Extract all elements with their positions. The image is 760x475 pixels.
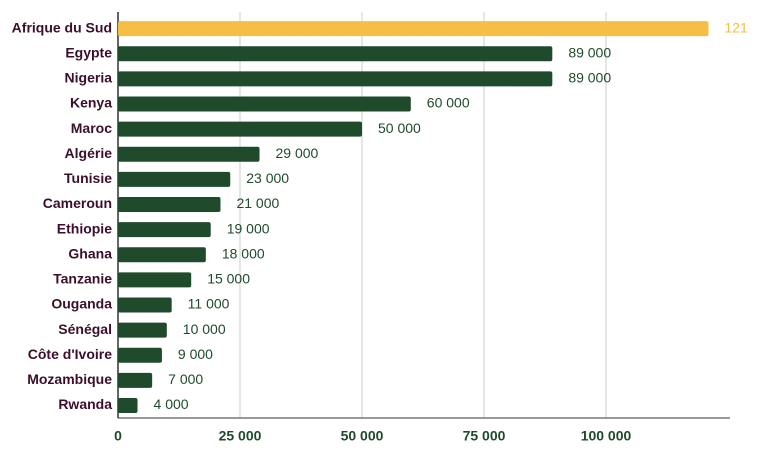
- data-label: 18 000: [222, 245, 265, 261]
- bar: [118, 46, 553, 62]
- y-tick-label: Cameroun: [43, 195, 112, 211]
- data-label: 21 000: [236, 195, 279, 211]
- y-tick-label: Kenya: [70, 95, 112, 111]
- data-label: 121: [724, 19, 748, 35]
- data-label: 7 000: [168, 371, 203, 387]
- x-tick-label: 25 000: [219, 428, 262, 444]
- bar: [118, 397, 138, 413]
- bar: [118, 21, 709, 37]
- y-tick-label: Ghana: [68, 245, 112, 261]
- data-label: 89 000: [568, 70, 611, 86]
- y-tick-label: Egypte: [65, 44, 112, 60]
- y-tick-label: Tanzanie: [53, 271, 112, 287]
- bar: [118, 247, 206, 263]
- y-tick-label: Nigeria: [65, 70, 113, 86]
- data-label: 15 000: [207, 271, 250, 287]
- y-tick-label: Afrique du Sud: [12, 19, 112, 35]
- bar: [118, 222, 211, 238]
- y-tick-label: Maroc: [71, 120, 112, 136]
- y-tick-label: Sénégal: [58, 321, 112, 337]
- data-label: 19 000: [227, 220, 270, 236]
- data-label: 23 000: [246, 170, 289, 186]
- bar: [118, 146, 260, 162]
- bar: [118, 196, 221, 212]
- y-tick-label: Tunisie: [64, 170, 112, 186]
- y-tick-label: Mozambique: [27, 371, 112, 387]
- data-label: 10 000: [183, 321, 226, 337]
- x-tick-label: 0: [114, 428, 122, 444]
- y-tick-label: Côte d'Ivoire: [28, 346, 112, 362]
- bar: [118, 96, 411, 112]
- bar: [118, 347, 162, 363]
- data-label: 89 000: [568, 44, 611, 60]
- bar: [118, 372, 153, 388]
- y-tick-label: Ouganda: [51, 296, 112, 312]
- y-tick-label: Algérie: [65, 145, 113, 161]
- x-tick-label: 75 000: [463, 428, 506, 444]
- data-label: 9 000: [178, 346, 213, 362]
- bar: [118, 71, 553, 87]
- data-label: 29 000: [276, 145, 319, 161]
- bar: [118, 272, 192, 288]
- data-label: 60 000: [427, 95, 470, 111]
- data-label: 11 000: [188, 296, 230, 312]
- bar: [118, 171, 231, 187]
- data-label: 4 000: [154, 396, 189, 412]
- data-label: 50 000: [378, 120, 421, 136]
- y-tick-label: Rwanda: [58, 396, 112, 412]
- bar: [118, 121, 362, 137]
- bar: [118, 322, 167, 338]
- x-tick-label: 100 000: [581, 428, 632, 444]
- y-tick-label: Ethiopie: [57, 220, 112, 236]
- x-tick-label: 50 000: [341, 428, 384, 444]
- bar: [118, 297, 172, 313]
